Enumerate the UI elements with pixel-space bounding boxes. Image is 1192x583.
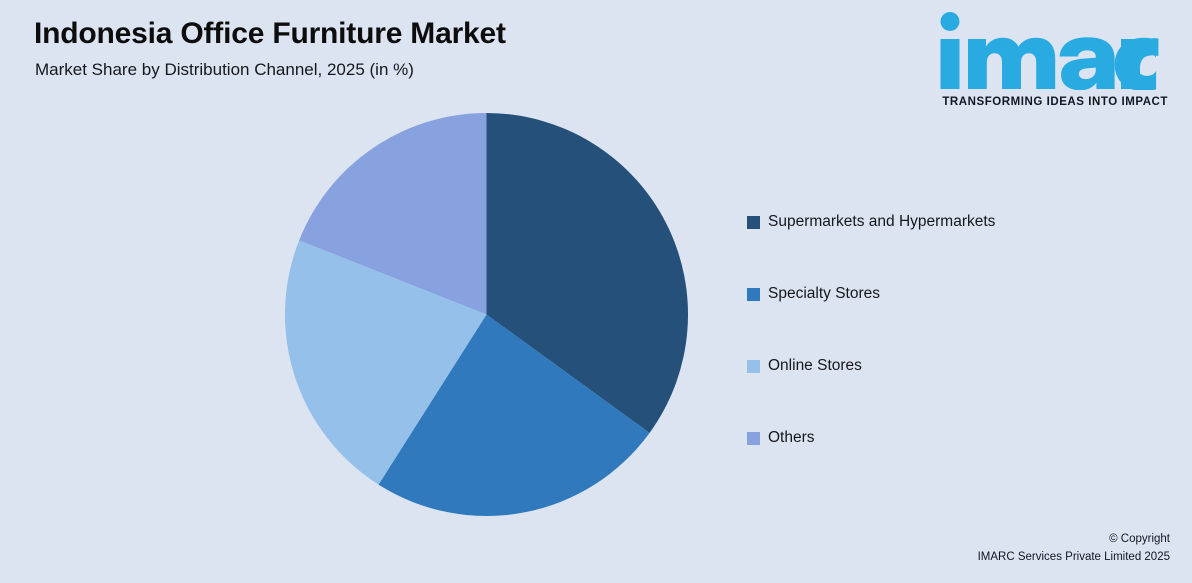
copyright-entity: IMARC Services Private Limited 2025 [977, 551, 1170, 564]
chart-legend: Supermarkets and Hypermarkets Specialty … [747, 206, 1147, 454]
legend-swatch-icon [747, 359, 760, 373]
legend-label: Online Stores [768, 357, 862, 375]
pie-slice[interactable] [486, 113, 689, 433]
pie-slice[interactable] [285, 240, 487, 485]
legend-item-online-stores[interactable]: Online Stores [747, 350, 1147, 382]
imarc-wordmark-icon [940, 12, 1159, 90]
copyright-line: © Copyright [1109, 533, 1170, 546]
legend-label: Specialty Stores [768, 285, 880, 303]
copyright-footer: © Copyright IMARC Services Private Limit… [978, 531, 1170, 567]
legend-item-specialty-stores[interactable]: Specialty Stores [747, 278, 1147, 310]
page-subtitle: Market Share by Distribution Channel, 20… [35, 60, 414, 79]
legend-swatch-icon [747, 431, 760, 445]
logo-tagline: TRANSFORMING IDEAS INTO IMPACT [942, 96, 1168, 108]
legend-swatch-icon [747, 287, 760, 301]
pie-slice[interactable] [378, 314, 650, 517]
pie-chart [285, 113, 688, 516]
legend-label: Supermarkets and Hypermarkets [768, 213, 996, 231]
imarc-logo: TRANSFORMING IDEAS INTO IMPACT [930, 12, 1170, 112]
page-title: Indonesia Office Furniture Market [34, 17, 506, 50]
legend-swatch-icon [747, 215, 760, 229]
pie-chart-svg [285, 113, 688, 516]
pie-slice[interactable] [299, 113, 487, 315]
legend-item-others[interactable]: Others [747, 422, 1147, 454]
legend-item-supermarkets-and-hypermarkets[interactable]: Supermarkets and Hypermarkets [747, 206, 1147, 238]
legend-label: Others [768, 429, 815, 447]
